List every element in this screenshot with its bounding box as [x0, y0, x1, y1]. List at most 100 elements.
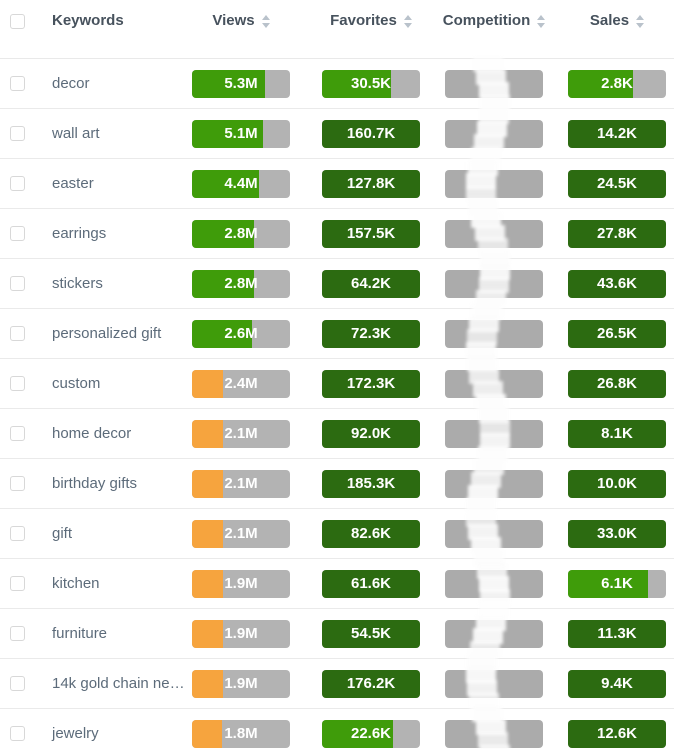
favorites-badge-fill — [322, 669, 420, 698]
row-checkbox-cell — [0, 726, 34, 741]
row-views-cell: 5.1M — [192, 119, 322, 148]
sales-value: 33.0K — [596, 525, 638, 542]
favorites-value: 82.6K — [350, 525, 392, 542]
row-checkbox[interactable] — [10, 576, 25, 591]
header-keywords-cell: Keywords — [34, 11, 192, 31]
row-views-cell: 5.3M — [192, 69, 322, 98]
row-views-cell: 1.9M — [192, 619, 322, 648]
row-keyword-cell: home decor — [34, 425, 192, 442]
sort-icon[interactable] — [636, 14, 645, 28]
sales-badge-fill — [568, 519, 666, 548]
favorites-value: 30.5K — [350, 75, 392, 92]
views-badge: 1.8M — [192, 719, 290, 748]
favorites-value: 64.2K — [350, 275, 392, 292]
views-badge: 4.4M — [192, 169, 290, 198]
competition-badge — [445, 219, 543, 248]
competition-badge — [445, 669, 543, 698]
row-sales-cell: 10.0K — [568, 469, 674, 498]
row-checkbox[interactable] — [10, 676, 25, 691]
row-sales-cell: 2.8K — [568, 69, 674, 98]
row-favorites-cell: 185.3K — [322, 469, 445, 498]
sort-icon[interactable] — [403, 14, 412, 28]
row-checkbox[interactable] — [10, 276, 25, 291]
row-checkbox[interactable] — [10, 176, 25, 191]
column-header-favorites-label: Favorites — [330, 12, 397, 29]
row-favorites-cell: 72.3K — [322, 319, 445, 348]
row-checkbox[interactable] — [10, 526, 25, 541]
row-checkbox-cell — [0, 126, 34, 141]
row-competition-cell — [445, 319, 568, 348]
competition-badge — [445, 469, 543, 498]
row-checkbox[interactable] — [10, 376, 25, 391]
favorites-badge-fill — [322, 569, 420, 598]
row-checkbox[interactable] — [10, 426, 25, 441]
row-favorites-cell: 157.5K — [322, 219, 445, 248]
column-header-competition[interactable]: Competition — [443, 11, 546, 31]
column-header-views[interactable]: Views — [192, 11, 290, 31]
row-favorites-cell: 61.6K — [322, 569, 445, 598]
row-checkbox[interactable] — [10, 76, 25, 91]
competition-value — [445, 120, 543, 148]
competition-badge — [445, 319, 543, 348]
sales-badge-fill — [568, 469, 666, 498]
row-checkbox[interactable] — [10, 126, 25, 141]
row-sales-cell: 14.2K — [568, 119, 674, 148]
favorites-badge-fill — [322, 519, 420, 548]
row-checkbox[interactable] — [10, 326, 25, 341]
row-keyword-cell: furniture — [34, 625, 192, 642]
views-badge-fill — [192, 269, 254, 298]
views-badge-fill — [192, 119, 263, 148]
favorites-badge-fill — [322, 269, 420, 298]
views-badge-fill — [192, 219, 254, 248]
row-competition-cell — [445, 219, 568, 248]
header-views-cell: Views — [192, 11, 322, 31]
views-badge-fill — [192, 419, 224, 448]
favorites-badge-fill — [322, 719, 393, 748]
sort-icon[interactable] — [261, 14, 270, 28]
row-sales-cell: 8.1K — [568, 419, 674, 448]
favorites-value: 176.2K — [346, 675, 396, 692]
header-competition-cell: Competition — [443, 11, 568, 31]
views-badge-fill — [192, 569, 224, 598]
row-favorites-cell: 30.5K — [322, 69, 445, 98]
views-badge-fill — [192, 319, 252, 348]
column-header-favorites[interactable]: Favorites — [322, 11, 420, 31]
competition-badge — [445, 419, 543, 448]
header-favorites-cell: Favorites — [322, 11, 445, 31]
row-checkbox[interactable] — [10, 726, 25, 741]
sort-icon[interactable] — [537, 14, 546, 28]
row-keyword-cell: personalized gift — [34, 325, 192, 342]
column-header-sales[interactable]: Sales — [568, 11, 666, 31]
row-keyword-cell: 14k gold chain ne… — [34, 675, 192, 692]
views-badge: 2.1M — [192, 419, 290, 448]
sales-badge: 2.8K — [568, 69, 666, 98]
sales-value: 43.6K — [596, 275, 638, 292]
row-checkbox[interactable] — [10, 626, 25, 641]
sales-badge-fill — [568, 169, 666, 198]
views-badge: 2.8M — [192, 269, 290, 298]
table-row: furniture 1.9M 54.5K 11.3K — [0, 609, 674, 659]
sales-badge: 26.8K — [568, 369, 666, 398]
sales-value: 14.2K — [596, 125, 638, 142]
views-badge: 1.9M — [192, 619, 290, 648]
sales-badge: 10.0K — [568, 469, 666, 498]
views-badge-fill — [192, 169, 259, 198]
row-favorites-cell: 160.7K — [322, 119, 445, 148]
views-badge-fill — [192, 669, 224, 698]
select-all-checkbox[interactable] — [10, 14, 25, 29]
keyword-label: easter — [52, 175, 94, 192]
header-sales-cell: Sales — [568, 11, 674, 31]
row-checkbox[interactable] — [10, 476, 25, 491]
competition-badge — [445, 169, 543, 198]
sales-value: 27.8K — [596, 225, 638, 242]
row-checkbox-cell — [0, 526, 34, 541]
views-badge: 5.1M — [192, 119, 290, 148]
favorites-badge-fill — [322, 69, 391, 98]
favorites-value: 127.8K — [346, 175, 396, 192]
competition-value — [445, 520, 543, 548]
competition-badge — [445, 69, 543, 98]
row-views-cell: 1.9M — [192, 669, 322, 698]
row-keyword-cell: stickers — [34, 275, 192, 292]
row-checkbox[interactable] — [10, 226, 25, 241]
